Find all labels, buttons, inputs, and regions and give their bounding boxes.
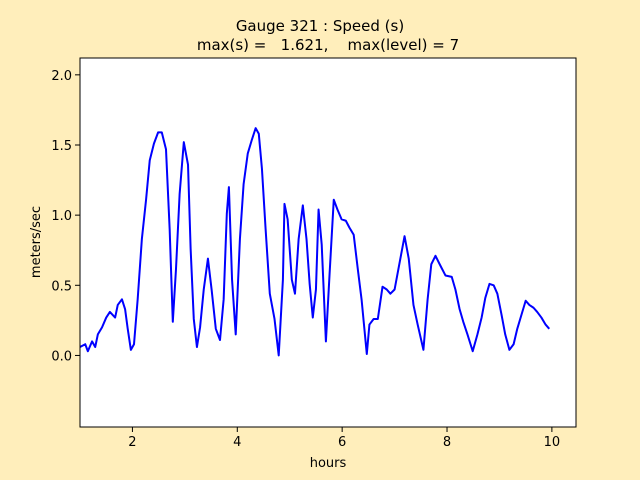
y-tick-label: 0.0 (51, 349, 72, 364)
x-tick-label: 10 (544, 435, 561, 450)
y-tick-label: 1.0 (51, 209, 72, 224)
x-tick-label: 6 (338, 435, 346, 450)
plot-frame (79, 57, 577, 428)
y-tick-label: 2.0 (51, 69, 72, 84)
y-tick-label: 0.5 (51, 279, 72, 294)
y-tick-label: 1.5 (51, 139, 72, 154)
x-tick-label: 4 (233, 435, 241, 450)
line-series (79, 127, 551, 357)
chart-subtitle: max(s) = 1.621, max(level) = 7 (197, 36, 459, 54)
y-axis-label: meters/sec (29, 206, 44, 278)
chart-title: Gauge 321 : Speed (s) (236, 17, 404, 35)
x-tick-label: 8 (443, 435, 451, 450)
x-axis-label: hours (310, 456, 347, 471)
plot-area (80, 58, 576, 427)
x-tick-label: 2 (128, 435, 136, 450)
